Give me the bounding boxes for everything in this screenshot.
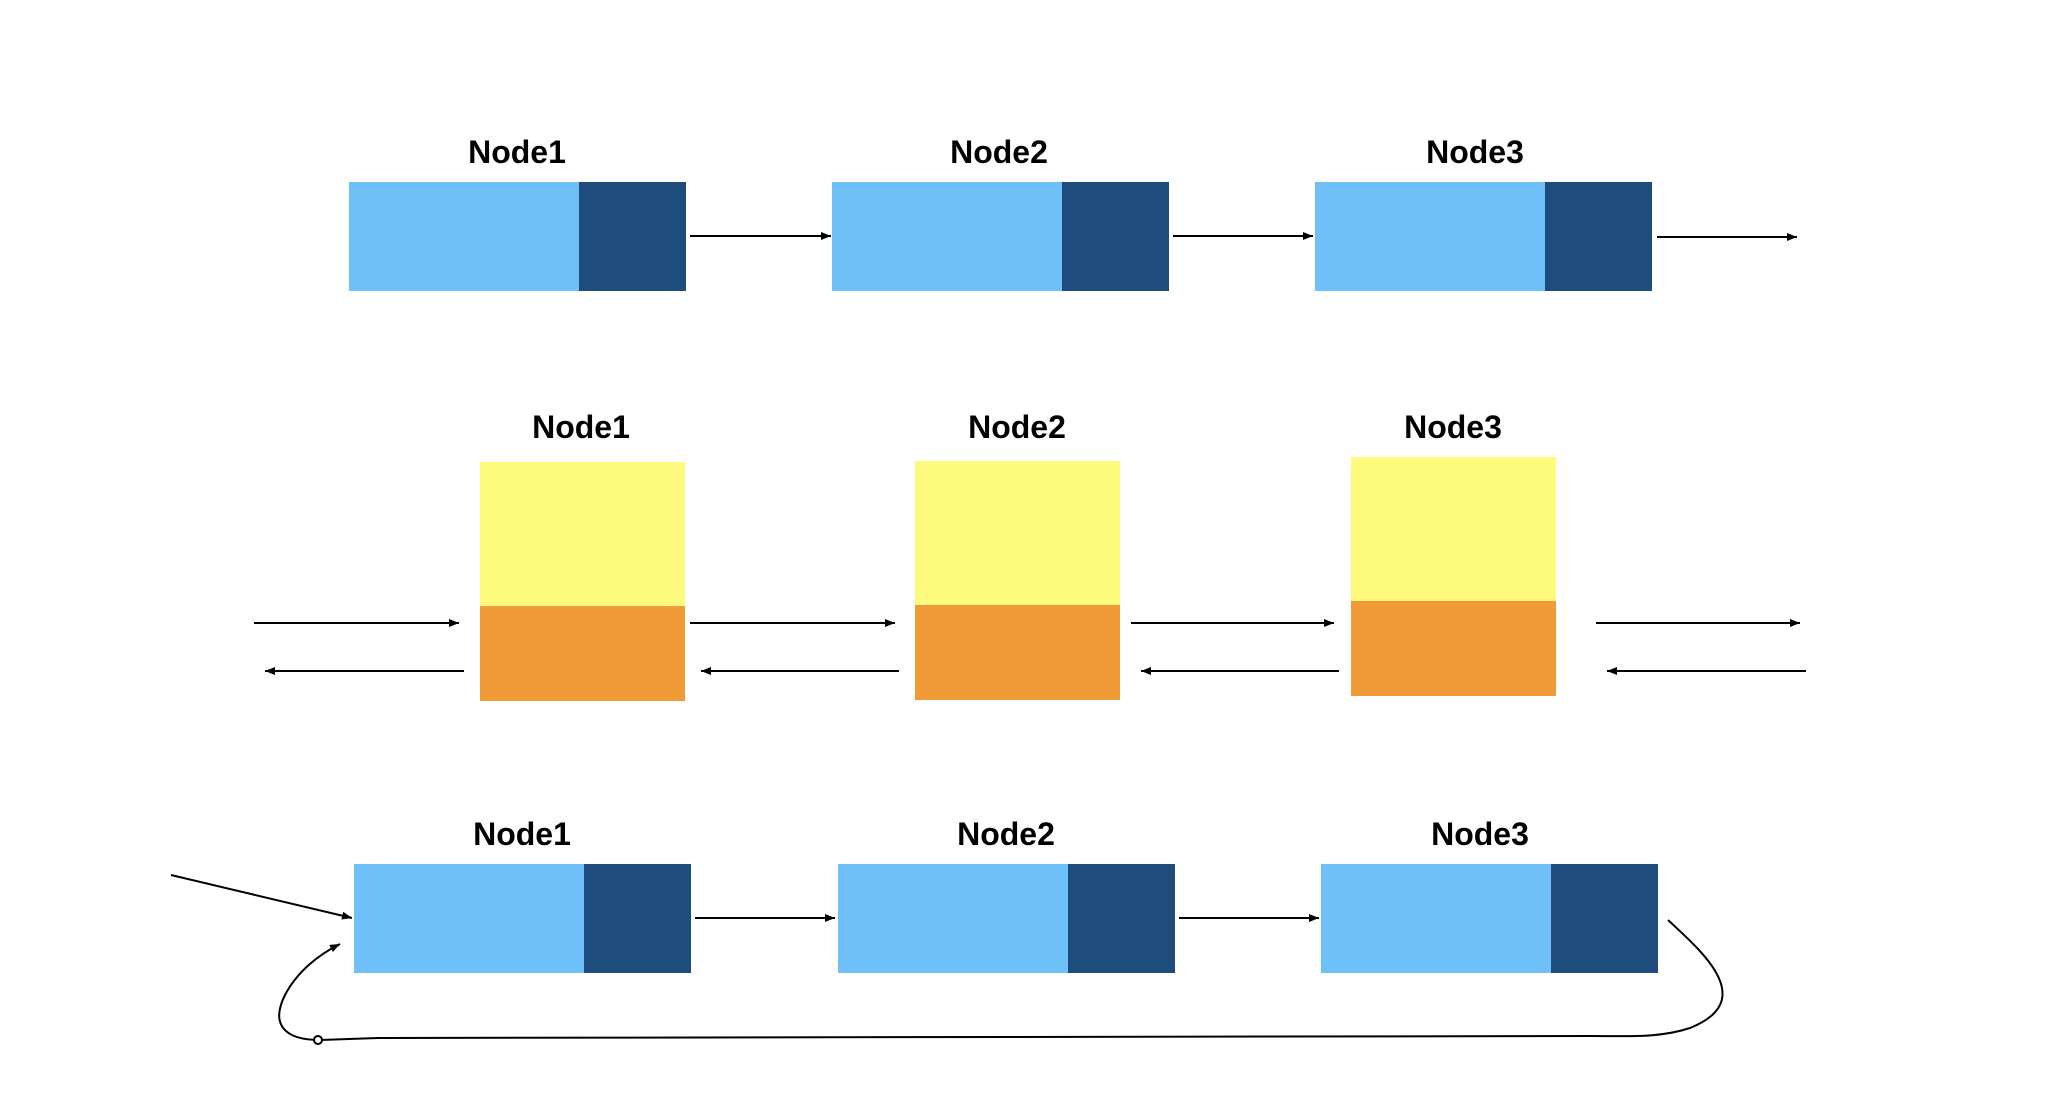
- circular-node-3-next-pointer: [1551, 864, 1658, 973]
- circular-node-2-next-pointer: [1068, 864, 1175, 973]
- singly-node-1: Node1: [349, 134, 686, 291]
- singly-node-2-label: Node2: [950, 134, 1048, 170]
- doubly-node-2-data-field: [915, 461, 1120, 605]
- singly-node-3-next-pointer: [1545, 182, 1652, 291]
- singly-node-1-label: Node1: [468, 134, 566, 170]
- circular-node-2: Node2: [838, 816, 1175, 973]
- doubly-node-1-label: Node1: [532, 409, 630, 445]
- doubly-node-2-label: Node2: [968, 409, 1066, 445]
- doubly-node-3: Node3: [1351, 409, 1556, 696]
- doubly-linked-list: Node1 Node2 Node3: [254, 409, 1806, 701]
- doubly-node-3-label: Node3: [1404, 409, 1502, 445]
- circular-node-3-label: Node3: [1431, 816, 1529, 852]
- singly-node-1-next-pointer: [579, 182, 686, 291]
- doubly-node-2: Node2: [915, 409, 1120, 700]
- circular-loop-junction-dot: [313, 1035, 323, 1045]
- singly-node-3-label: Node3: [1426, 134, 1524, 170]
- singly-node-2-next-pointer: [1062, 182, 1169, 291]
- circular-node-2-data-field: [838, 864, 1068, 973]
- circular-node-1-label: Node1: [473, 816, 571, 852]
- singly-node-2-data-field: [832, 182, 1062, 291]
- circular-linked-list: Node1 Node2 Node3: [170, 816, 1724, 1045]
- singly-node-1-data-field: [349, 182, 579, 291]
- circular-node-1-next-pointer: [584, 864, 691, 973]
- circular-loop-back-arrow: [278, 919, 1724, 1042]
- singly-linked-list: Node1 Node2 Node3: [349, 134, 1797, 291]
- doubly-node-2-link-field: [915, 605, 1120, 700]
- circular-node-1-data-field: [354, 864, 584, 973]
- circular-head-pointer-arrow: [170, 874, 353, 920]
- doubly-node-1: Node1: [480, 409, 685, 701]
- doubly-node-1-link-field: [480, 606, 685, 701]
- circular-node-3-data-field: [1321, 864, 1551, 973]
- circular-node-3: Node3: [1321, 816, 1658, 973]
- singly-node-3-data-field: [1315, 182, 1545, 291]
- doubly-node-3-link-field: [1351, 601, 1556, 696]
- doubly-node-3-data-field: [1351, 457, 1556, 601]
- doubly-node-1-data-field: [480, 462, 685, 606]
- singly-node-2: Node2: [832, 134, 1169, 291]
- singly-node-3: Node3: [1315, 134, 1652, 291]
- circular-node-1: Node1: [354, 816, 691, 973]
- circular-node-2-label: Node2: [957, 816, 1055, 852]
